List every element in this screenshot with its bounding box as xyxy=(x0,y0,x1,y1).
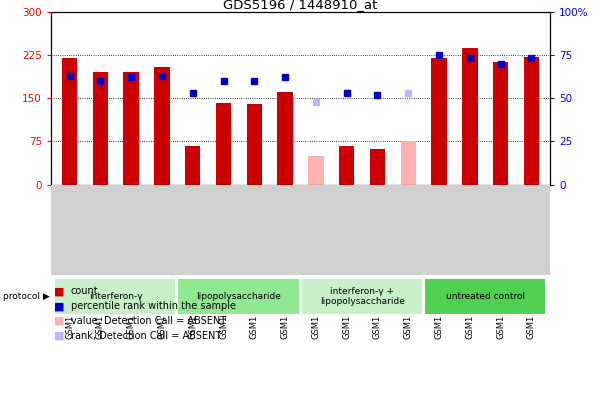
Bar xyxy=(401,141,416,185)
Text: lipopolysaccharide: lipopolysaccharide xyxy=(197,292,281,301)
Text: interferon-γ +
lipopolysaccharide: interferon-γ + lipopolysaccharide xyxy=(320,287,404,307)
Text: value, Detection Call = ABSENT: value, Detection Call = ABSENT xyxy=(71,316,226,326)
Bar xyxy=(216,103,231,185)
Text: ■: ■ xyxy=(54,301,64,311)
Text: rank, Detection Call = ABSENT: rank, Detection Call = ABSENT xyxy=(71,331,221,341)
Bar xyxy=(339,145,355,185)
Text: count: count xyxy=(71,286,99,296)
Bar xyxy=(308,156,323,185)
Bar xyxy=(424,278,546,315)
Text: untreated control: untreated control xyxy=(446,292,525,301)
Text: ■: ■ xyxy=(54,316,64,326)
Text: protocol ▶: protocol ▶ xyxy=(3,292,50,301)
Bar xyxy=(300,278,423,315)
Text: ■: ■ xyxy=(54,286,64,296)
Text: ■: ■ xyxy=(54,331,64,341)
Bar xyxy=(246,104,262,185)
Bar xyxy=(370,149,385,185)
Text: interferon-γ: interferon-γ xyxy=(89,292,142,301)
Bar xyxy=(432,58,447,185)
Bar xyxy=(462,48,478,185)
Bar xyxy=(154,66,169,185)
Bar xyxy=(93,72,108,185)
Bar xyxy=(523,57,539,185)
Bar xyxy=(185,145,200,185)
Bar xyxy=(493,62,508,185)
Bar xyxy=(62,58,78,185)
Bar xyxy=(278,92,293,185)
Bar xyxy=(123,72,139,185)
Bar xyxy=(177,278,299,315)
Text: percentile rank within the sample: percentile rank within the sample xyxy=(71,301,236,311)
Title: GDS5196 / 1448910_at: GDS5196 / 1448910_at xyxy=(224,0,377,11)
Bar xyxy=(54,278,177,315)
